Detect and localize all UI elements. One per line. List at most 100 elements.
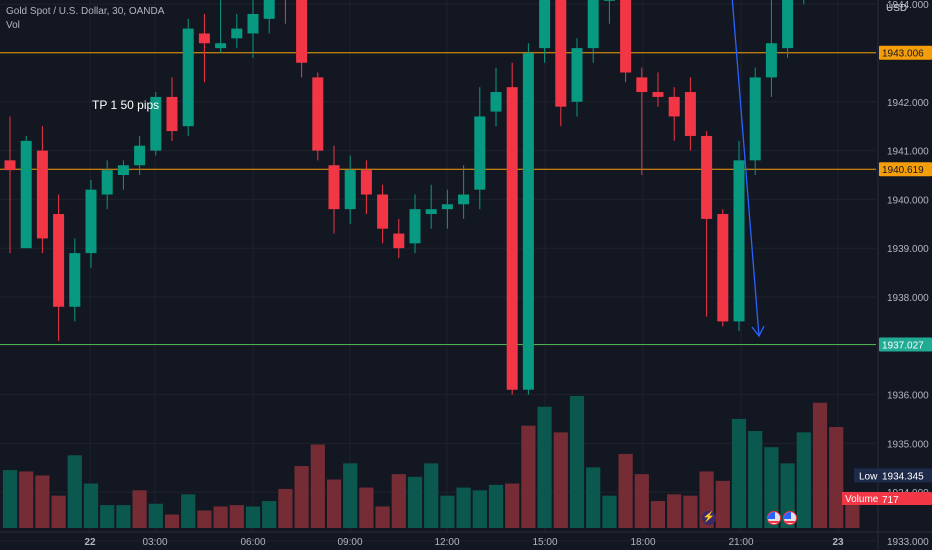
- volume-bar: [456, 487, 471, 528]
- volume-bar: [440, 495, 455, 528]
- candle-body: [20, 140, 32, 249]
- us-flag-icon[interactable]: [783, 511, 797, 525]
- volume-bar: [310, 444, 325, 528]
- candle-body: [296, 0, 308, 63]
- candle-body: [717, 214, 729, 322]
- volume-bar: [602, 495, 617, 528]
- level-price-label: 1937.027: [882, 340, 924, 351]
- price-tick-label: 1944.000: [887, 0, 929, 11]
- volume-bar: [326, 479, 342, 528]
- volume-bar: [164, 514, 180, 528]
- us-flag-icon[interactable]: [767, 511, 781, 525]
- currency-label[interactable]: USD: [886, 3, 908, 14]
- candle-body: [69, 253, 81, 307]
- volume-bar: [181, 494, 196, 528]
- candle-body: [620, 0, 632, 73]
- volume-bar: [213, 506, 228, 528]
- volume-bar: [116, 505, 131, 528]
- volume-bar: [829, 426, 844, 528]
- volume-bar: [488, 484, 504, 528]
- candle-body: [101, 170, 113, 195]
- candlesticks[interactable]: [4, 0, 858, 395]
- candle-body: [150, 96, 162, 151]
- volume-bar: [667, 494, 682, 528]
- volume-bar: [748, 431, 763, 528]
- volume-bar: [148, 503, 163, 528]
- level-price-label: 1940.619: [882, 165, 924, 176]
- price-labels: High1952.0051948.2631946.6491946.480+0.4…: [842, 45, 932, 506]
- candle-body: [701, 135, 713, 219]
- volume-bar: [132, 490, 147, 528]
- time-axis[interactable]: 22 03:00 06:00 09:00 12:00 15:00 18:00 21:00 23: [0, 531, 932, 548]
- price-axis[interactable]: 1933.0001934.0001935.0001936.0001937.000…: [877, 0, 932, 550]
- time-tick-label: 12:00: [434, 537, 459, 548]
- volume-bar: [764, 447, 779, 528]
- candle-body: [263, 0, 275, 19]
- volume-bar: [845, 501, 860, 528]
- time-tick-label: 06:00: [240, 537, 265, 548]
- axis-background: [878, 0, 932, 532]
- projection-arrow[interactable]: [723, 0, 765, 338]
- low-price-label: 1934.345: [882, 471, 924, 482]
- candle-body: [328, 165, 340, 210]
- candle-body: [603, 0, 615, 1]
- volume-bar: [278, 488, 293, 528]
- volume-bar: [634, 474, 649, 528]
- candle-body: [555, 0, 567, 107]
- volume-bar: [812, 402, 828, 528]
- volume-bar: [683, 495, 698, 528]
- candle-body: [684, 92, 696, 136]
- volume-bar: [262, 501, 277, 528]
- candle-body: [733, 160, 745, 322]
- volume-bar: [618, 453, 633, 528]
- candle-body: [215, 43, 227, 49]
- volume-bar: [586, 467, 601, 528]
- volume-bar: [19, 471, 34, 528]
- volume-tag-box: [842, 492, 880, 505]
- lightning-icon[interactable]: ⚡: [702, 511, 716, 525]
- volume-bar: [359, 487, 374, 528]
- volume-bar: [521, 425, 536, 528]
- volume-indicator-label[interactable]: Vol: [6, 20, 20, 31]
- volume-bar: [294, 466, 309, 528]
- candle-body: [490, 92, 502, 112]
- symbol-title[interactable]: Gold Spot / U.S. Dollar, 30, OANDA: [6, 6, 165, 17]
- candle-body: [231, 28, 243, 39]
- candle-body: [652, 92, 664, 97]
- time-tick-label: 15:00: [532, 537, 557, 548]
- low-tag-box: [854, 468, 880, 483]
- candle-body: [85, 189, 97, 254]
- level-price-label: 1943.006: [882, 49, 924, 60]
- candle-body: [425, 209, 437, 215]
- level-price-label-box: [879, 337, 932, 352]
- volume-bar: [83, 483, 99, 528]
- volume-bar: [650, 501, 666, 528]
- volume-bar: [391, 474, 406, 528]
- candle-body: [668, 96, 680, 117]
- volume-bar: [35, 475, 50, 528]
- horizontal-levels[interactable]: [0, 0, 876, 345]
- candle-body: [182, 28, 194, 127]
- time-tick-label: 18:00: [630, 537, 655, 548]
- candle-body: [441, 204, 453, 210]
- time-tick-label: 23: [832, 537, 844, 548]
- volume-bar: [731, 418, 747, 528]
- candle-body: [312, 77, 324, 151]
- volume-bar: [375, 506, 390, 528]
- price-tick-label: 1939.000: [887, 244, 929, 255]
- candle-body: [134, 145, 146, 166]
- tp-annotation[interactable]: TP 1 50 pips: [92, 98, 160, 112]
- candle-body: [539, 0, 551, 49]
- candle-body: [749, 77, 761, 161]
- price-tick-label: 1940.000: [887, 195, 929, 206]
- volume-bar: [424, 463, 439, 528]
- volume-bar: [51, 495, 66, 528]
- candle-body: [522, 53, 534, 390]
- candle-body: [53, 214, 65, 307]
- price-tick-label: 1933.000: [887, 537, 929, 548]
- time-tick-label: 09:00: [337, 537, 362, 548]
- volume-bar: [2, 470, 18, 528]
- candle-body: [636, 77, 648, 93]
- volume-bar: [796, 432, 811, 528]
